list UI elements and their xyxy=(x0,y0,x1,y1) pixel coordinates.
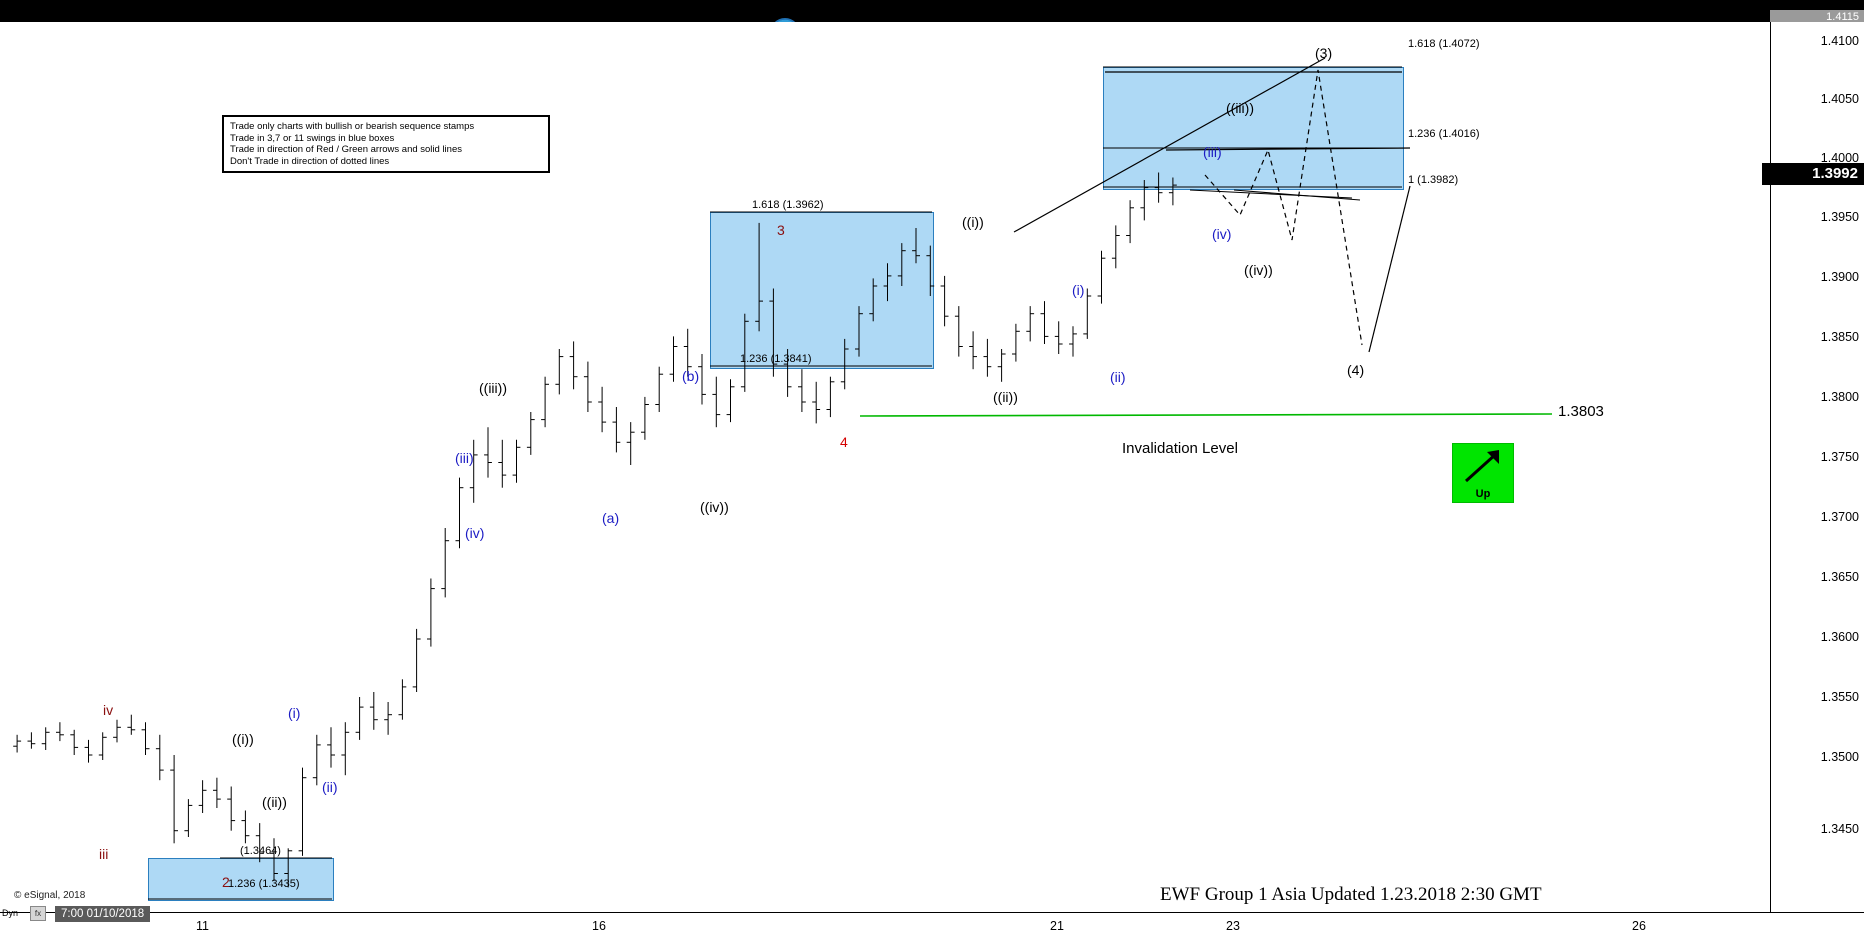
time-tick-0: 11 xyxy=(196,919,209,933)
invalidation-label: Invalidation Level xyxy=(1122,440,1238,457)
wave-label-21: (iv) xyxy=(1212,226,1232,242)
current-price-badge: 1.3992 xyxy=(1762,163,1864,185)
wave-label-13: 3 xyxy=(777,222,785,238)
wave-label-24: (4) xyxy=(1347,362,1365,378)
wave-label-16: ((ii)) xyxy=(993,389,1018,405)
price-tick-5: 1.3850 xyxy=(1820,330,1859,344)
wave-label-10: (a) xyxy=(602,510,620,526)
price-tick-2: 1.4000 xyxy=(1820,151,1859,165)
fib-label-5: (1.3464) xyxy=(240,845,281,857)
footer-note: EWF Group 1 Asia Updated 1.23.2018 2:30 … xyxy=(1160,884,1542,905)
fib-label-1: 1.236 (1.4016) xyxy=(1408,128,1480,140)
price-tick-12: 1.3500 xyxy=(1820,750,1859,764)
blue-box-upper xyxy=(1103,67,1404,190)
wave-label-9: (iv) xyxy=(465,525,485,541)
price-tick-10: 1.3600 xyxy=(1820,630,1859,644)
wave-label-19: (iii) xyxy=(1203,144,1222,160)
wave-label-23: (3) xyxy=(1315,45,1333,61)
wave-label-1: iii xyxy=(99,846,109,862)
wave-label-11: ((iv)) xyxy=(700,499,729,515)
time-tick-1: 16 xyxy=(592,919,606,933)
price-tick-11: 1.3550 xyxy=(1820,690,1859,704)
wave-label-18: (ii) xyxy=(1110,369,1126,385)
esignal-copyright: © eSignal, 2018 xyxy=(14,890,86,901)
wave-label-22: ((iv)) xyxy=(1244,262,1273,278)
price-tick-0: 1.4100 xyxy=(1820,34,1859,48)
fib-label-0: 1.618 (1.4072) xyxy=(1408,38,1480,50)
rule-line-4: Don't Trade in direction of dotted lines xyxy=(230,155,390,167)
wave-label-5: (i) xyxy=(288,705,301,721)
fib-label-6: 1.236 (1.3435) xyxy=(228,878,300,890)
wave-label-7: (iii) xyxy=(455,450,474,466)
wave-label-4: ((ii)) xyxy=(262,794,287,810)
fx-button[interactable]: fx xyxy=(30,906,46,921)
time-tick-4: 26 xyxy=(1632,919,1646,933)
wave-label-2: 2 xyxy=(222,874,230,890)
wave-label-3: ((i)) xyxy=(232,731,254,747)
wave-label-0: iv xyxy=(103,702,114,718)
price-tick-13: 1.3450 xyxy=(1820,822,1859,836)
wave-label-14: 4 xyxy=(840,434,848,450)
wave-label-17: (i) xyxy=(1072,282,1085,298)
blue-box-wave3 xyxy=(710,212,934,369)
trading-rules-box: Trade only charts with bullish or bearis… xyxy=(222,115,550,173)
wave-label-20: ((iii)) xyxy=(1226,100,1254,116)
price-tick-8: 1.3700 xyxy=(1820,510,1859,524)
time-axis[interactable]: 11 16 21 23 26 xyxy=(0,912,1864,942)
price-tick-1: 1.4050 xyxy=(1820,92,1859,106)
wave-label-8: ((iii)) xyxy=(479,380,507,396)
price-tick-6: 1.3800 xyxy=(1820,390,1859,404)
axis-top-value: 1.4115 xyxy=(1770,10,1864,24)
rule-line-2: Trade in 3,7 or 11 swings in blue boxes xyxy=(230,132,395,144)
fib-label-4: 1.236 (1.3841) xyxy=(740,353,812,365)
fib-label-3: 1.618 (1.3962) xyxy=(752,199,824,211)
price-tick-3: 1.3950 xyxy=(1820,210,1859,224)
up-signal-box: Up xyxy=(1452,443,1514,503)
rule-line-1: Trade only charts with bullish or bearis… xyxy=(230,121,475,132)
price-tick-9: 1.3650 xyxy=(1820,570,1859,584)
up-arrow-icon xyxy=(1464,450,1499,483)
wave-label-6: (ii) xyxy=(322,779,338,795)
rule-line-3: Trade in direction of Red / Green arrows… xyxy=(230,144,462,155)
dyn-label: Dyn xyxy=(2,908,19,918)
wave-label-15: ((i)) xyxy=(962,214,984,230)
current-time-badge: 7:00 01/10/2018 xyxy=(55,906,151,922)
price-tick-7: 1.3750 xyxy=(1820,450,1859,464)
time-tick-2: 21 xyxy=(1050,919,1064,933)
invalidation-price: 1.3803 xyxy=(1558,403,1604,420)
blue-box-wave2 xyxy=(148,858,334,901)
wave-label-12: (b) xyxy=(682,368,700,384)
price-axis[interactable]: 1.4100 1.4050 1.4000 1.3950 1.3900 1.385… xyxy=(1770,22,1864,912)
up-signal-label: Up xyxy=(1475,488,1491,500)
top-black-bar xyxy=(0,0,1864,22)
price-tick-4: 1.3900 xyxy=(1820,270,1859,284)
time-tick-3: 23 xyxy=(1226,919,1240,933)
fib-label-2: 1 (1.3982) xyxy=(1408,174,1459,186)
